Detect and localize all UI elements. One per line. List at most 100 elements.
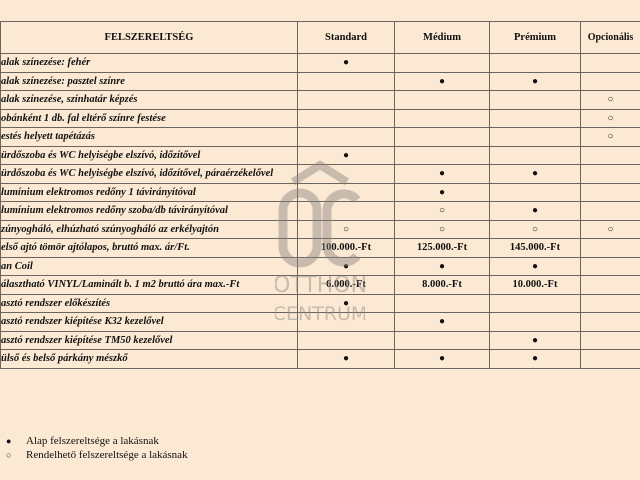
table-row: alak színezése: fehér ● (0, 53, 640, 73)
cell-value (297, 330, 395, 350)
feature-label: álasztható VINYL/Laminált b. 1 m2 bruttó… (0, 275, 298, 295)
cell-value: 145.000.-Ft (489, 238, 581, 258)
cell-value (580, 293, 640, 313)
column-header: Prémium (489, 21, 581, 54)
optional-dot-icon: ○ (394, 219, 490, 239)
cell-value (297, 312, 395, 332)
included-dot-icon: ● (489, 164, 581, 184)
cell-value (297, 127, 395, 147)
cell-value (489, 127, 581, 147)
included-dot-icon: ● (394, 256, 490, 276)
cell-value (297, 182, 395, 202)
cell-value (489, 90, 581, 110)
cell-value (580, 145, 640, 165)
included-dot-icon: ● (394, 349, 490, 369)
column-header: Standard (297, 21, 395, 54)
cell-value (489, 145, 581, 165)
legend: ● Alap felszereltsége a lakásnak ○ Rendelh… (6, 434, 188, 462)
table-row: ürdőszoba és WC helyiségbe elszívó, időz… (0, 164, 640, 184)
table-row: lumínium elektromos redőny szoba/db távi… (0, 201, 640, 221)
legend-item-optional: ○ Rendelhető felszereltsége a lakásnak (6, 448, 188, 462)
cell-value: 8.000.-Ft (394, 275, 490, 295)
cell-value (580, 275, 640, 295)
included-dot-icon: ● (489, 256, 581, 276)
optional-dot-icon: ○ (580, 108, 640, 128)
cell-value (580, 164, 640, 184)
cell-value (489, 293, 581, 313)
cell-value (394, 90, 490, 110)
feature-label: asztó rendszer kiépítése TM50 kezelővel (0, 330, 298, 350)
cell-value: 10.000.-Ft (489, 275, 581, 295)
column-header: Médium (394, 21, 490, 54)
column-header: Opcionális (580, 21, 640, 54)
optional-dot-icon: ○ (394, 201, 490, 221)
feature-label: lumínium elektromos redőny szoba/db távi… (0, 201, 298, 221)
table-row: ürdőszoba és WC helyiségbe elszívó, időz… (0, 145, 640, 165)
included-dot-icon: ● (489, 71, 581, 91)
table-row: ülső és belső párkány mészkő ● ● ● (0, 349, 640, 369)
cell-value (580, 256, 640, 276)
feature-label: an Coil (0, 256, 298, 276)
cell-value (489, 312, 581, 332)
feature-label: alak színezése, színhatár képzés (0, 90, 298, 110)
column-header: FELSZERELTSÉG (0, 21, 298, 54)
included-dot-icon: ● (394, 312, 490, 332)
cell-value (394, 127, 490, 147)
cell-value: 6.000.-Ft (297, 275, 395, 295)
feature-label: első ajtó tömör ajtólapos, bruttó max. á… (0, 238, 298, 258)
included-dot-icon: ● (394, 164, 490, 184)
feature-label: asztó rendszer kiépítése K32 kezelővel (0, 312, 298, 332)
equipment-table: FELSZERELTSÉG Standard Médium Prémium Opcion… (0, 21, 640, 369)
included-dot-icon: ● (394, 71, 490, 91)
cell-value (394, 330, 490, 350)
cell-value (580, 312, 640, 332)
included-dot-icon: ● (297, 293, 395, 313)
header-row: FELSZERELTSÉG Standard Médium Prémium Opcion… (0, 21, 640, 54)
included-dot-icon: ● (297, 349, 395, 369)
cell-value (580, 349, 640, 369)
cell-value (489, 182, 581, 202)
optional-dot-icon: ○ (580, 127, 640, 147)
table-row: estés helyett tapétázás ○ (0, 127, 640, 147)
cell-value (580, 330, 640, 350)
cell-value (580, 201, 640, 221)
legend-item-standard: ● Alap felszereltsége a lakásnak (6, 434, 188, 448)
feature-label: ülső és belső párkány mészkő (0, 349, 298, 369)
table-row: zúnyogháló, elhúzható szúnyogháló az erk… (0, 219, 640, 239)
feature-label: lumínium elektromos redőny 1 távirányító… (0, 182, 298, 202)
cell-value (580, 71, 640, 91)
filled-dot-icon: ● (6, 436, 12, 446)
table-row: asztó rendszer előkészítés ● (0, 293, 640, 313)
optional-dot-icon: ○ (489, 219, 581, 239)
table-row: első ajtó tömör ajtólapos, bruttó max. á… (0, 238, 640, 258)
table-row: alak színezése, színhatár képzés ○ (0, 90, 640, 110)
optional-dot-icon: ○ (297, 219, 395, 239)
table-row: alak színezése: pasztel színre ● ● (0, 71, 640, 91)
cell-value (580, 182, 640, 202)
cell-value (394, 53, 490, 73)
included-dot-icon: ● (489, 201, 581, 221)
legend-text: Rendelhető felszereltsége a lakásnak (26, 449, 188, 461)
cell-value (394, 108, 490, 128)
cell-value (580, 53, 640, 73)
table-row: lumínium elektromos redőny 1 távirányító… (0, 182, 640, 202)
included-dot-icon: ● (297, 145, 395, 165)
cell-value (297, 164, 395, 184)
cell-value (489, 108, 581, 128)
hollow-dot-icon: ○ (6, 450, 12, 460)
feature-label: estés helyett tapétázás (0, 127, 298, 147)
optional-dot-icon: ○ (580, 90, 640, 110)
cell-value: 100.000.-Ft (297, 238, 395, 258)
legend-text: Alap felszereltsége a lakásnak (26, 435, 159, 447)
feature-label: alak színezése: fehér (0, 53, 298, 73)
cell-value: 125.000.-Ft (394, 238, 490, 258)
feature-label: asztó rendszer előkészítés (0, 293, 298, 313)
feature-label: obánként 1 db. fal eltérő színre festése (0, 108, 298, 128)
cell-value (297, 108, 395, 128)
cell-value (394, 293, 490, 313)
feature-label: alak színezése: pasztel színre (0, 71, 298, 91)
included-dot-icon: ● (489, 349, 581, 369)
table-row: asztó rendszer kiépítése K32 kezelővel ● (0, 312, 640, 332)
included-dot-icon: ● (297, 53, 395, 73)
optional-dot-icon: ○ (580, 219, 640, 239)
